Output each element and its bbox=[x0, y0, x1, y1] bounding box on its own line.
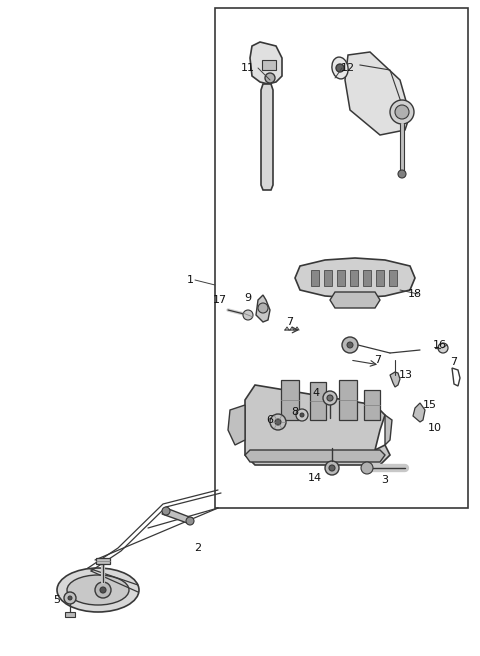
Polygon shape bbox=[310, 382, 326, 420]
Circle shape bbox=[323, 391, 337, 405]
Polygon shape bbox=[413, 403, 425, 422]
Text: 17: 17 bbox=[213, 295, 227, 305]
Circle shape bbox=[300, 413, 304, 417]
Polygon shape bbox=[281, 380, 299, 420]
Circle shape bbox=[270, 414, 286, 430]
Circle shape bbox=[398, 170, 406, 178]
Bar bbox=[262, 60, 276, 70]
Circle shape bbox=[438, 343, 448, 353]
Polygon shape bbox=[295, 258, 415, 298]
Circle shape bbox=[68, 596, 72, 600]
Polygon shape bbox=[330, 292, 380, 308]
Ellipse shape bbox=[57, 568, 139, 612]
Polygon shape bbox=[390, 372, 400, 387]
Text: 11: 11 bbox=[241, 63, 255, 73]
Text: 3: 3 bbox=[382, 475, 388, 485]
Polygon shape bbox=[245, 385, 390, 465]
Ellipse shape bbox=[67, 575, 129, 605]
Text: 2: 2 bbox=[194, 543, 202, 553]
Polygon shape bbox=[250, 42, 282, 84]
Circle shape bbox=[275, 419, 281, 425]
Circle shape bbox=[64, 592, 76, 604]
Circle shape bbox=[361, 462, 373, 474]
Text: 7: 7 bbox=[450, 357, 457, 367]
Circle shape bbox=[162, 507, 170, 515]
Text: 7: 7 bbox=[287, 317, 294, 327]
Circle shape bbox=[325, 461, 339, 475]
Polygon shape bbox=[261, 84, 273, 190]
Polygon shape bbox=[228, 405, 245, 445]
Circle shape bbox=[347, 342, 353, 348]
Circle shape bbox=[296, 409, 308, 421]
Text: 8: 8 bbox=[291, 407, 299, 417]
Polygon shape bbox=[389, 270, 397, 286]
Polygon shape bbox=[385, 415, 392, 445]
Circle shape bbox=[327, 395, 333, 401]
Circle shape bbox=[265, 73, 275, 83]
Circle shape bbox=[186, 517, 194, 525]
Circle shape bbox=[95, 582, 111, 598]
Circle shape bbox=[100, 587, 106, 593]
Polygon shape bbox=[345, 52, 410, 135]
Text: 16: 16 bbox=[433, 340, 447, 350]
Polygon shape bbox=[324, 270, 332, 286]
Circle shape bbox=[342, 337, 358, 353]
Circle shape bbox=[390, 100, 414, 124]
Circle shape bbox=[395, 105, 409, 119]
Circle shape bbox=[336, 64, 344, 72]
Text: 14: 14 bbox=[308, 473, 322, 483]
Text: 9: 9 bbox=[244, 293, 252, 303]
Text: 13: 13 bbox=[399, 370, 413, 380]
Polygon shape bbox=[245, 450, 385, 462]
Circle shape bbox=[258, 303, 268, 313]
Text: 18: 18 bbox=[408, 289, 422, 299]
Text: 1: 1 bbox=[187, 275, 193, 285]
Polygon shape bbox=[337, 270, 345, 286]
Text: 7: 7 bbox=[374, 355, 382, 365]
Text: 6: 6 bbox=[266, 415, 274, 425]
Text: 4: 4 bbox=[312, 388, 320, 398]
Bar bbox=[96, 558, 110, 564]
Ellipse shape bbox=[332, 57, 348, 79]
Bar bbox=[215, 8, 468, 508]
Bar bbox=[65, 612, 75, 617]
Polygon shape bbox=[364, 390, 380, 420]
Polygon shape bbox=[256, 295, 270, 322]
Circle shape bbox=[329, 465, 335, 471]
Polygon shape bbox=[162, 508, 192, 524]
Text: 10: 10 bbox=[428, 423, 442, 433]
Text: 15: 15 bbox=[423, 400, 437, 410]
Polygon shape bbox=[376, 270, 384, 286]
Text: 5: 5 bbox=[53, 595, 60, 605]
Polygon shape bbox=[339, 380, 357, 420]
Text: 12: 12 bbox=[341, 63, 355, 73]
Polygon shape bbox=[350, 270, 358, 286]
Polygon shape bbox=[363, 270, 371, 286]
Polygon shape bbox=[311, 270, 319, 286]
Circle shape bbox=[243, 310, 253, 320]
